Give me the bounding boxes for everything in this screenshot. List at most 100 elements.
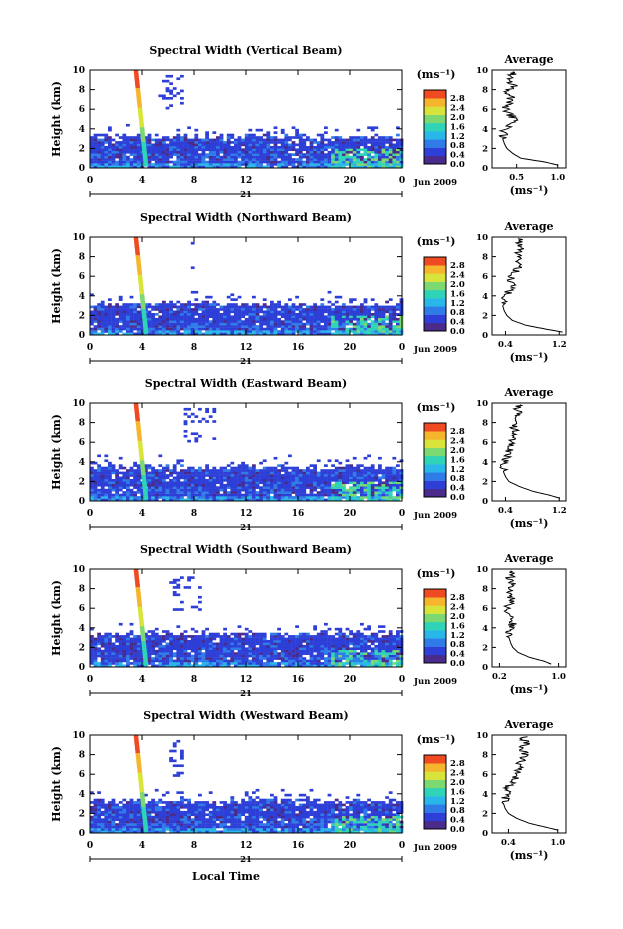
heatmap-cell xyxy=(266,141,271,144)
heatmap-cell xyxy=(219,664,224,668)
heatmap-cell xyxy=(342,491,346,494)
heatmap-cell xyxy=(284,461,289,465)
rain-streak-cell xyxy=(139,293,145,297)
colorbar-swatch xyxy=(424,455,446,465)
heatmap-cell xyxy=(295,295,299,299)
heatmap-cell xyxy=(367,664,371,668)
heatmap-cell xyxy=(162,160,166,164)
heatmap-cell xyxy=(334,163,339,166)
heatmap-cell xyxy=(115,657,119,660)
heatmap-cell xyxy=(226,310,231,314)
heatmap-cell xyxy=(338,481,343,485)
heatmap-cell xyxy=(255,150,260,154)
heatmap-cell xyxy=(309,305,314,309)
heatmap-cell xyxy=(194,649,199,653)
heatmap-cell xyxy=(270,310,274,314)
heatmap-cell xyxy=(97,642,101,646)
heatmap-cell xyxy=(201,148,206,152)
heatmap-cell xyxy=(252,644,256,648)
heatmap-cell xyxy=(187,635,191,638)
heatmap-cell xyxy=(176,654,181,658)
heatmap-cell xyxy=(280,659,285,663)
colorbar-tick-label: 0.4 xyxy=(450,318,465,328)
heatmap-cell xyxy=(320,469,325,472)
heatmap-cell xyxy=(381,469,386,472)
heatmap-cell xyxy=(248,476,253,480)
heatmap-cell xyxy=(313,474,317,477)
heatmap-cell xyxy=(93,662,98,665)
heatmap-cell xyxy=(205,483,209,487)
heatmap-cell xyxy=(194,128,199,132)
heatmap-cell xyxy=(198,160,202,164)
heatmap-cell xyxy=(147,146,152,149)
heatmap-cell xyxy=(306,642,310,646)
heatmap-cell xyxy=(244,133,249,137)
heatmap-cell xyxy=(392,644,397,648)
heatmap-cell xyxy=(291,642,296,646)
heatmap-cell xyxy=(244,476,249,480)
heatmap-cell xyxy=(108,146,112,149)
heatmap-cell xyxy=(356,136,361,139)
heatmap-cell xyxy=(392,305,397,309)
heatmap-cell xyxy=(147,150,152,154)
heatmap-cell xyxy=(309,138,314,142)
heatmap-cell xyxy=(154,308,159,311)
heatmap-cell xyxy=(378,657,382,660)
heatmap-cell xyxy=(320,662,325,665)
heatmap-cell xyxy=(201,303,206,306)
heatmap-cell xyxy=(162,476,166,480)
heatmap-cell xyxy=(201,332,206,336)
heatmap-cell xyxy=(93,649,98,653)
heatmap-cell xyxy=(126,317,130,321)
heatmap-cell xyxy=(205,325,209,328)
heatmap-cell xyxy=(176,476,181,480)
heatmap-cell xyxy=(180,659,184,663)
heatmap-cell xyxy=(237,332,242,336)
colorbar-unit: (ms⁻¹) xyxy=(417,401,456,414)
heatmap-cell xyxy=(226,150,231,154)
heatmap-cell xyxy=(190,150,195,154)
heatmap-cell xyxy=(187,647,191,651)
heatmap-cell xyxy=(176,481,181,485)
heatmap-cell xyxy=(237,153,242,156)
heatmap-cell xyxy=(147,491,152,494)
heatmap-cell xyxy=(208,308,213,311)
heatmap-cell xyxy=(291,317,296,321)
heatmap-cell xyxy=(241,632,245,636)
heatmap-cell xyxy=(284,163,289,166)
heatmap-cell xyxy=(237,143,242,147)
heatmap-cell xyxy=(158,469,163,472)
heatmap-cell xyxy=(165,469,170,472)
heatmap-cell xyxy=(360,308,364,311)
heatmap-cell xyxy=(129,657,134,660)
heatmap-cell xyxy=(327,483,332,487)
heatmap-cell xyxy=(104,459,109,463)
heatmap-cell xyxy=(327,300,332,304)
heatmap-cell xyxy=(212,481,217,485)
heatmap-cell xyxy=(97,647,101,651)
heatmap-cell xyxy=(237,330,242,333)
heatmap-cell xyxy=(378,469,382,472)
heatmap-cell xyxy=(302,315,307,319)
heatmap-cell xyxy=(378,317,382,321)
heatmap-cell xyxy=(97,322,101,326)
heatmap-cell xyxy=(198,141,202,144)
heatmap-cell xyxy=(237,488,242,492)
heatmap-cell xyxy=(255,330,260,333)
heatmap-cell xyxy=(176,300,181,304)
heatmap-cell xyxy=(198,637,202,641)
colorbar-swatch xyxy=(424,273,446,282)
heatmap-cell xyxy=(136,469,141,472)
heatmap-cell xyxy=(180,74,184,78)
heatmap-cell xyxy=(360,637,364,641)
heatmap-cell xyxy=(201,300,206,304)
heatmap-cell xyxy=(324,165,328,169)
heatmap-cell xyxy=(284,664,289,668)
heatmap-cell xyxy=(241,155,245,159)
heatmap-cell xyxy=(320,642,325,646)
y-tick-label: 2 xyxy=(79,477,85,487)
heatmap-cell xyxy=(356,654,361,658)
heatmap-cell xyxy=(378,649,382,653)
heatmap-cell xyxy=(212,153,217,156)
heatmap-cell xyxy=(277,642,281,646)
